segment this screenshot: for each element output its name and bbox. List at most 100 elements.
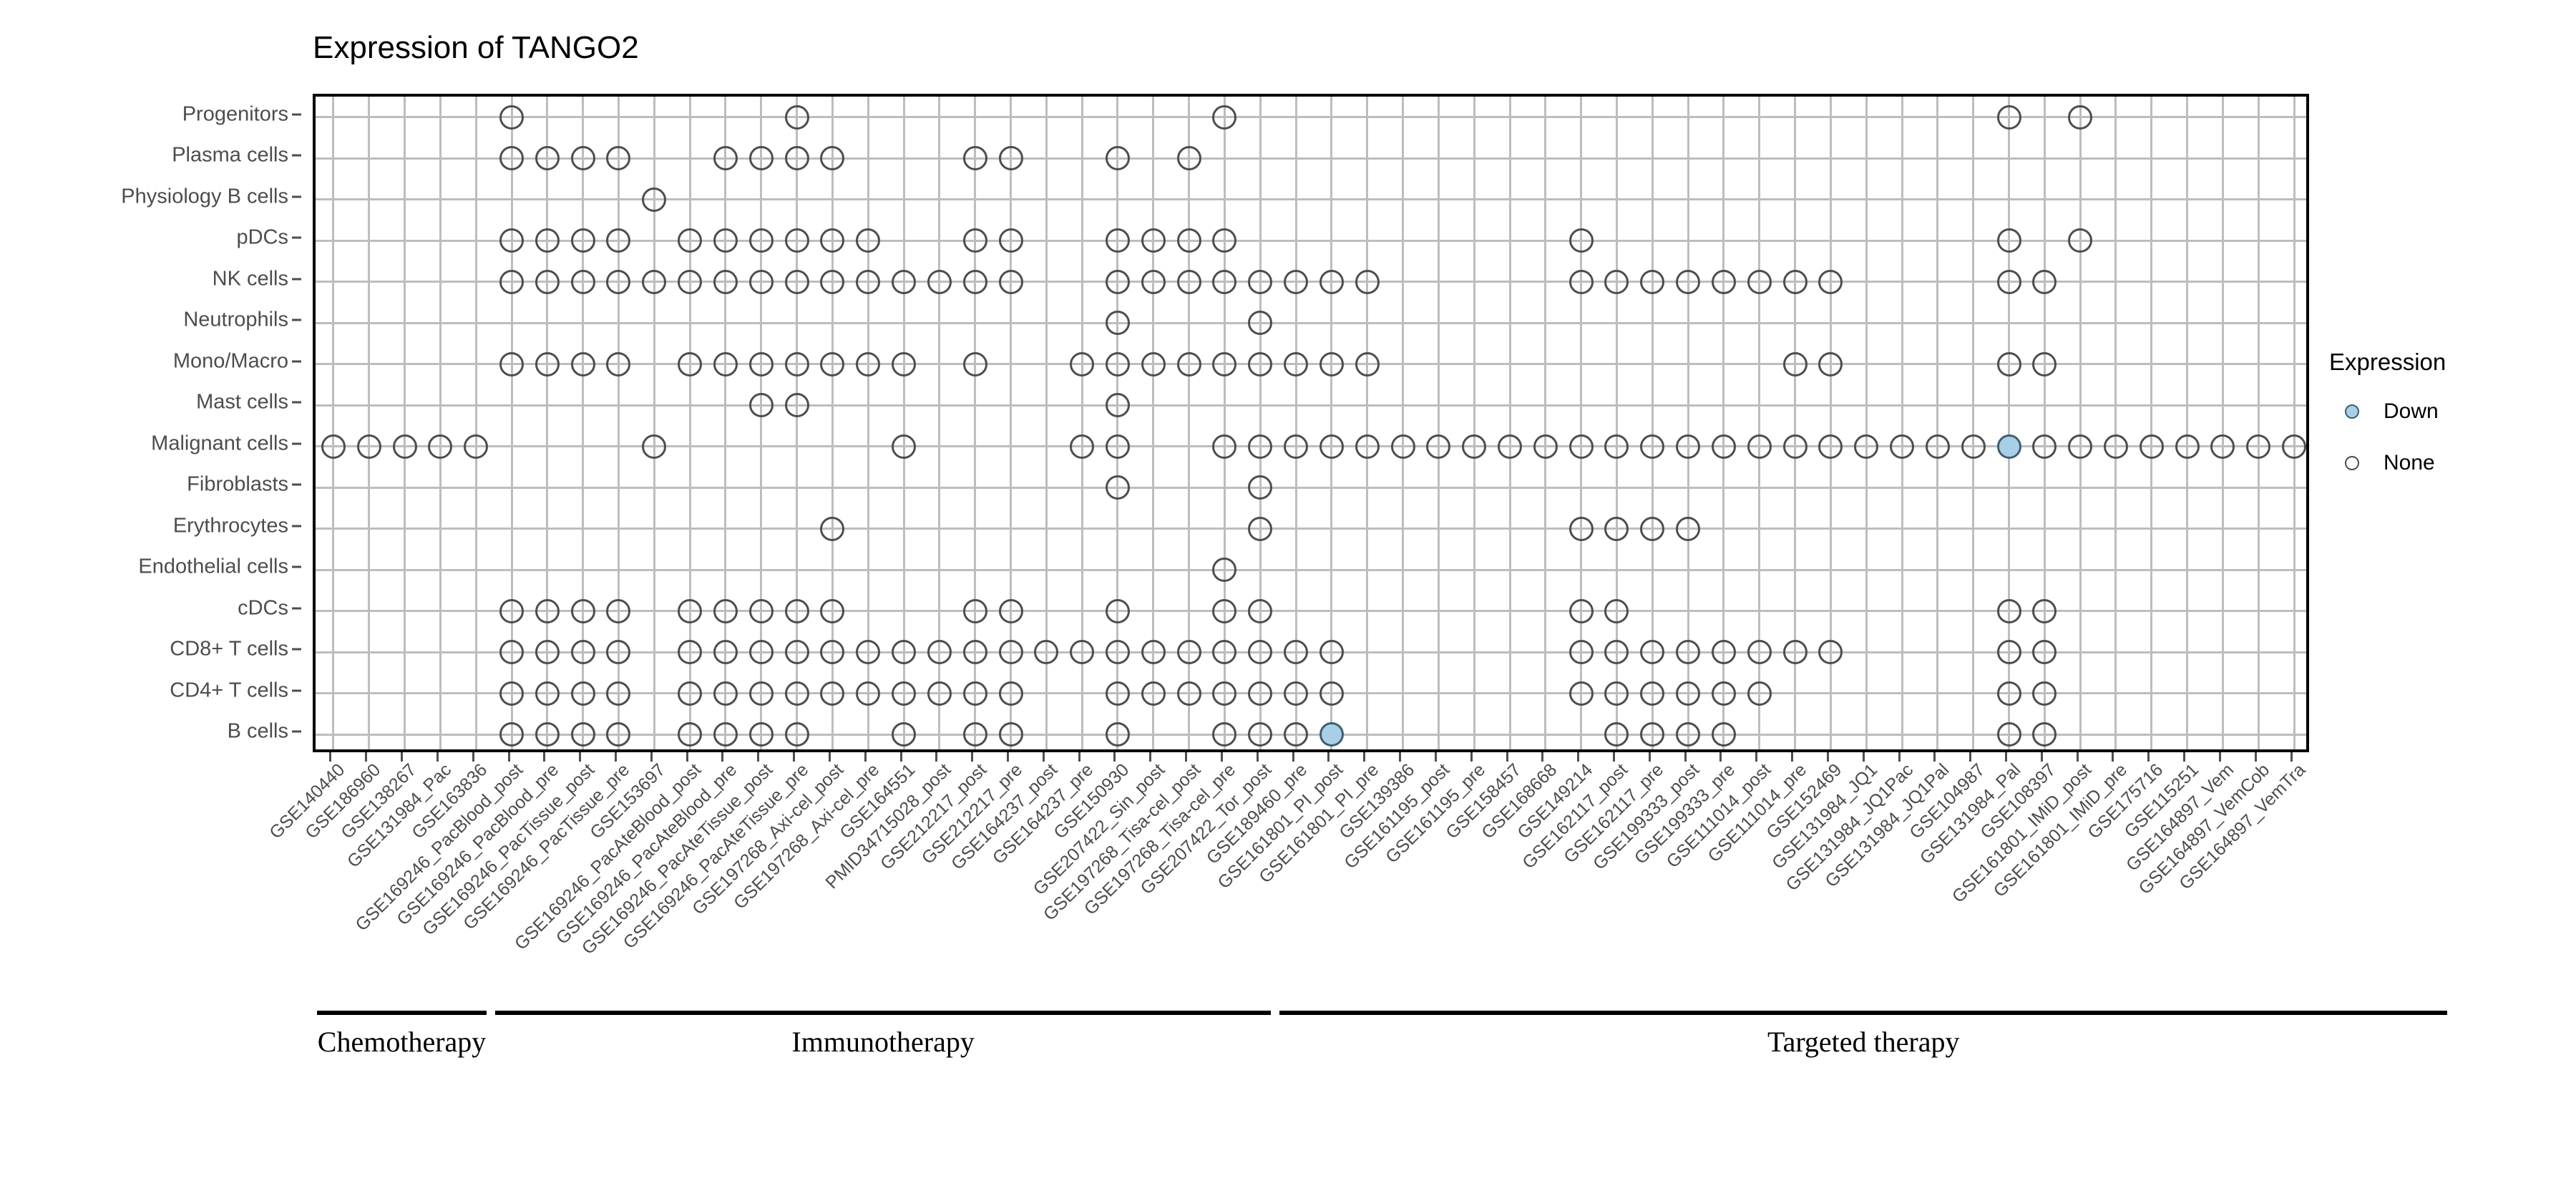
expression-dot[interactable] (1604, 434, 1629, 459)
expression-dot[interactable] (856, 681, 881, 706)
expression-dot[interactable] (1248, 311, 1273, 336)
expression-dot[interactable] (962, 351, 987, 376)
expression-dot[interactable] (1961, 434, 1986, 459)
expression-dot[interactable] (2175, 434, 2200, 459)
expression-dot[interactable] (321, 434, 346, 459)
expression-dot[interactable] (1248, 722, 1273, 747)
expression-dot[interactable] (1996, 681, 2021, 706)
expression-dot[interactable] (1212, 228, 1237, 253)
expression-dot[interactable] (998, 228, 1023, 253)
expression-dot[interactable] (1747, 269, 1772, 294)
expression-dot[interactable] (1319, 434, 1344, 459)
expression-dot[interactable] (606, 681, 631, 706)
expression-dot[interactable] (1782, 434, 1807, 459)
expression-dot[interactable] (713, 722, 738, 747)
expression-dot[interactable] (892, 351, 917, 376)
expression-dot[interactable] (570, 640, 595, 665)
expression-dot[interactable] (748, 393, 774, 418)
expression-dot[interactable] (606, 269, 631, 294)
expression-dot[interactable] (1284, 681, 1309, 706)
expression-dot[interactable] (1212, 558, 1237, 583)
expression-dot[interactable] (1212, 351, 1237, 376)
expression-dot[interactable] (1248, 681, 1273, 706)
expression-dot[interactable] (1212, 722, 1237, 747)
expression-dot[interactable] (535, 351, 560, 376)
expression-dot[interactable] (499, 598, 525, 623)
expression-dot[interactable] (998, 681, 1023, 706)
expression-dot[interactable] (748, 722, 774, 747)
expression-dot[interactable] (428, 434, 453, 459)
expression-dot[interactable] (1818, 640, 1843, 665)
expression-dot[interactable] (1284, 434, 1309, 459)
expression-dot[interactable] (1925, 434, 1950, 459)
expression-dot[interactable] (1676, 681, 1701, 706)
expression-dot[interactable] (1640, 269, 1665, 294)
expression-dot[interactable] (570, 722, 595, 747)
expression-dot[interactable] (2032, 640, 2057, 665)
expression-dot[interactable] (570, 228, 595, 253)
expression-dot[interactable] (570, 351, 595, 376)
expression-dot[interactable] (713, 598, 738, 623)
expression-dot[interactable] (784, 598, 809, 623)
expression-dot[interactable] (784, 681, 809, 706)
expression-dot[interactable] (499, 146, 525, 171)
expression-dot[interactable] (535, 228, 560, 253)
expression-dot[interactable] (606, 351, 631, 376)
expression-dot[interactable] (464, 434, 489, 459)
expression-dot[interactable] (356, 434, 381, 459)
expression-dot[interactable] (1996, 228, 2021, 253)
expression-dot[interactable] (642, 434, 667, 459)
expression-dot[interactable] (1105, 228, 1130, 253)
expression-dot[interactable] (1996, 269, 2021, 294)
expression-dot[interactable] (1498, 434, 1523, 459)
expression-dot[interactable] (1604, 269, 1629, 294)
expression-dot[interactable] (1640, 722, 1665, 747)
expression-dot[interactable] (606, 598, 631, 623)
expression-dot[interactable] (748, 681, 774, 706)
expression-dot[interactable] (1105, 598, 1130, 623)
expression-dot[interactable] (784, 146, 809, 171)
expression-dot[interactable] (1319, 269, 1344, 294)
expression-dot[interactable] (1568, 640, 1594, 665)
expression-dot[interactable] (748, 146, 774, 171)
expression-dot[interactable] (998, 598, 1023, 623)
expression-dot[interactable] (927, 640, 952, 665)
expression-dot[interactable] (820, 640, 845, 665)
expression-dot[interactable] (1141, 640, 1166, 665)
expression-dot[interactable] (1105, 722, 1130, 747)
expression-dot[interactable] (927, 269, 952, 294)
expression-dot[interactable] (678, 269, 703, 294)
expression-dot[interactable] (606, 146, 631, 171)
expression-dot[interactable] (678, 722, 703, 747)
expression-dot[interactable] (1105, 434, 1130, 459)
expression-dot[interactable] (570, 681, 595, 706)
expression-dot[interactable] (535, 269, 560, 294)
expression-dot[interactable] (1604, 640, 1629, 665)
expression-dot[interactable] (748, 351, 774, 376)
legend-item[interactable]: None (2333, 444, 2435, 482)
expression-dot[interactable] (998, 146, 1023, 171)
expression-dot[interactable] (1319, 640, 1344, 665)
expression-dot[interactable] (535, 640, 560, 665)
expression-dot[interactable] (1996, 722, 2021, 747)
expression-dot[interactable] (962, 269, 987, 294)
expression-dot[interactable] (2068, 434, 2093, 459)
expression-dot[interactable] (998, 640, 1023, 665)
expression-dot[interactable] (1711, 640, 1736, 665)
expression-dot[interactable] (392, 434, 417, 459)
expression-dot[interactable] (1176, 681, 1201, 706)
expression-dot[interactable] (1568, 598, 1594, 623)
expression-dot[interactable] (1996, 434, 2021, 459)
expression-dot[interactable] (748, 598, 774, 623)
expression-dot[interactable] (1640, 516, 1665, 541)
expression-dot[interactable] (1711, 269, 1736, 294)
expression-dot[interactable] (1248, 516, 1273, 541)
expression-dot[interactable] (1034, 640, 1059, 665)
expression-dot[interactable] (499, 722, 525, 747)
expression-dot[interactable] (535, 598, 560, 623)
expression-dot[interactable] (713, 146, 738, 171)
expression-dot[interactable] (1711, 722, 1736, 747)
expression-dot[interactable] (678, 640, 703, 665)
expression-dot[interactable] (892, 640, 917, 665)
expression-dot[interactable] (892, 269, 917, 294)
